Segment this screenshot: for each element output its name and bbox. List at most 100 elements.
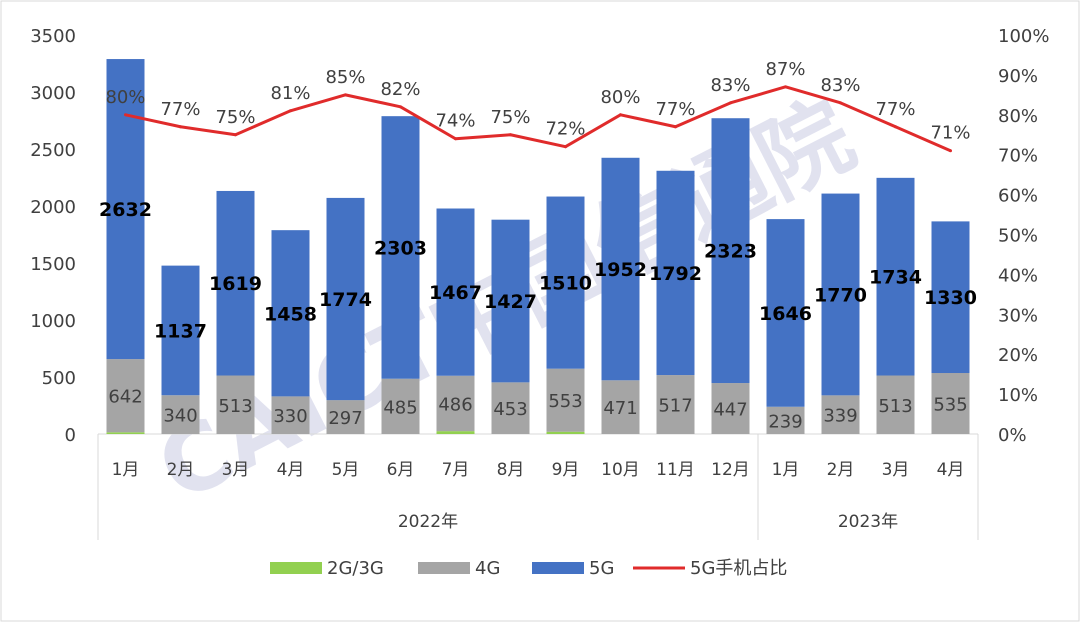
label-5g: 1952 <box>594 259 647 281</box>
x-axis-category-label: 2月 <box>167 460 195 480</box>
bar-4g <box>931 373 970 434</box>
y-right-tick-label: 30% <box>998 305 1038 326</box>
bar-2g-3g <box>106 432 145 434</box>
x-axis-category-label: 7月 <box>442 460 470 480</box>
bar-2g-3g <box>546 431 585 434</box>
label-4g: 553 <box>548 391 582 412</box>
label-4g: 239 <box>768 411 802 432</box>
x-axis-category-label: 12月 <box>711 460 750 480</box>
ratio-line-point <box>234 133 237 137</box>
label-ratio: 77% <box>655 99 695 120</box>
y-right-tick-label: 40% <box>998 265 1038 286</box>
label-4g: 486 <box>438 394 472 415</box>
ratio-line-point <box>509 133 512 137</box>
y-left-tick-label: 1000 <box>30 311 76 332</box>
legend: 2G/3G 4G 5G 5G手机占比 <box>270 558 787 579</box>
bar-4g <box>106 359 145 433</box>
label-ratio: 83% <box>710 75 750 96</box>
legend-label: 5G <box>589 558 614 579</box>
label-4g: 513 <box>878 396 912 417</box>
ratio-line-point <box>619 113 622 117</box>
x-axis-category-label: 3月 <box>882 460 910 480</box>
y-right-tick-label: 0% <box>998 425 1027 446</box>
label-4g: 330 <box>273 406 307 427</box>
label-5g: 2323 <box>704 241 757 263</box>
ratio-line-point <box>399 105 402 109</box>
legend-swatch <box>270 562 322 574</box>
y-right-tick-label: 10% <box>998 385 1038 406</box>
label-ratio: 75% <box>490 107 530 128</box>
y-right-tick-label: 90% <box>998 66 1038 87</box>
bar-5g <box>711 118 750 384</box>
y-right-tick-label: 50% <box>998 226 1038 247</box>
x-axis-category-label: 10月 <box>601 460 640 480</box>
label-5g: 1137 <box>154 320 207 342</box>
bar-5g <box>876 177 915 376</box>
y-right-tick-label: 100% <box>998 26 1049 47</box>
label-5g: 1458 <box>264 303 317 325</box>
bar-5g <box>436 208 475 376</box>
ratio-line <box>124 85 952 153</box>
label-ratio: 85% <box>325 67 365 88</box>
bar-4g <box>436 375 475 432</box>
legend-swatch <box>418 562 470 574</box>
y-left-tick-label: 2000 <box>30 197 76 218</box>
x-axis-category-label: 4月 <box>937 460 965 480</box>
label-4g: 339 <box>823 406 857 427</box>
label-5g: 2632 <box>99 199 152 221</box>
legend-label: 2G/3G <box>327 558 384 579</box>
label-4g: 513 <box>218 396 252 417</box>
ratio-line-point <box>674 125 677 129</box>
bar-5g <box>381 116 420 379</box>
data-labels: 642 2632 80% 340 1137 77% 513 1619 75% 330 1458 81%… <box>99 59 977 433</box>
x-axis-category-label: 1月 <box>772 460 800 480</box>
ratio-line-point <box>289 109 292 113</box>
label-ratio: 71% <box>930 123 970 144</box>
label-ratio: 75% <box>215 107 255 128</box>
bar-5g <box>821 193 860 396</box>
ratio-line-point <box>894 125 897 129</box>
label-ratio: 80% <box>105 87 145 108</box>
label-ratio: 82% <box>380 79 420 100</box>
label-4g: 517 <box>658 396 692 417</box>
bar-4g <box>326 400 365 434</box>
bar-4g <box>601 380 640 434</box>
label-5g: 1774 <box>319 289 372 311</box>
label-5g: 1792 <box>649 263 702 285</box>
ratio-line-point <box>454 137 457 141</box>
label-5g: 1330 <box>924 287 977 309</box>
label-5g: 2303 <box>374 237 427 259</box>
label-4g: 535 <box>933 395 967 416</box>
label-4g: 297 <box>328 408 362 429</box>
y-right-tick-label: 70% <box>998 146 1038 167</box>
label-5g: 1510 <box>539 273 592 295</box>
y-left-tick-label: 1500 <box>30 254 76 275</box>
label-4g: 485 <box>383 397 417 418</box>
bar-5g <box>766 219 805 407</box>
label-ratio: 87% <box>765 59 805 80</box>
x-axis-category-label: 3月 <box>222 460 250 480</box>
ratio-line-point <box>949 149 952 153</box>
bars <box>106 59 970 434</box>
label-5g: 1734 <box>869 267 922 289</box>
x-axis-group-label: 2023年 <box>838 512 898 532</box>
bar-4g <box>271 396 310 434</box>
label-ratio: 77% <box>875 99 915 120</box>
label-ratio: 74% <box>435 111 475 132</box>
bar-5g <box>931 221 970 374</box>
bar-5g <box>601 157 640 381</box>
ratio-line-point <box>344 93 347 97</box>
bar-4g <box>711 383 750 434</box>
y-right-tick-label: 60% <box>998 186 1038 207</box>
x-axis-category-label: 8月 <box>497 460 525 480</box>
y-left-tick-label: 3000 <box>30 83 76 104</box>
bar-4g <box>876 375 915 434</box>
label-5g: 1619 <box>209 273 262 295</box>
x-axis-category-label: 1月 <box>112 460 140 480</box>
ratio-line-point <box>839 101 842 105</box>
ratio-line-path <box>125 85 952 153</box>
legend-label: 5G手机占比 <box>690 558 787 579</box>
bar-5g <box>106 59 145 360</box>
